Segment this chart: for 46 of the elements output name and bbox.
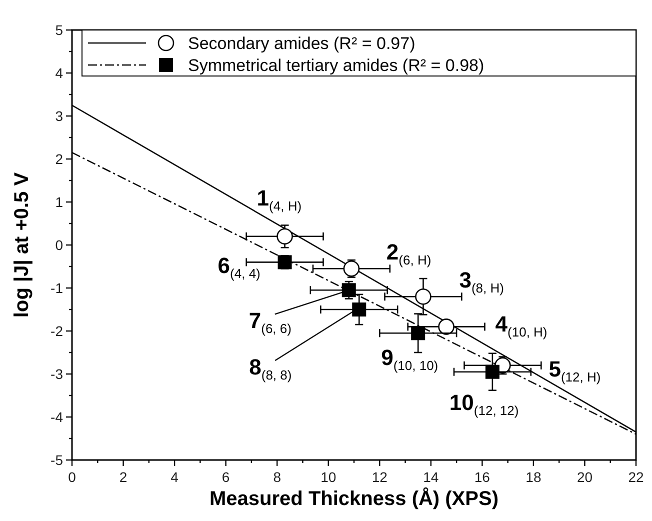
x-tick-label: 12 [372,469,388,485]
x-tick-label: 8 [273,469,282,485]
x-tick-label: 10 [320,469,336,485]
legend-label: Symmetrical tertiary amides (R² = 0.98) [188,56,484,75]
x-tick-label: 4 [170,469,179,485]
x-axis-title: Measured Thickness (Å) (XPS) [210,487,498,510]
point [342,283,356,298]
y-tick-label: 2 [55,151,64,167]
x-tick-label: 22 [628,469,644,485]
y-tick-label: -5 [50,452,64,468]
y-tick-label: -3 [50,366,64,382]
point [485,364,500,379]
annotation: 7$_{(6, 6)}$ [248,308,292,336]
annotation: 9$_{(10, 10)}$ [381,345,438,373]
annotation: 6$_{(4, 4)}$ [218,253,260,281]
annotation: 2$_{(6, H)}$ [386,240,432,268]
y-tick-label: -4 [50,409,64,425]
point [411,326,426,340]
y-tick-label: 5 [55,22,64,38]
point [438,318,454,335]
y-axis-title: log |J| at +0.5 V [11,172,33,318]
annotation: 10$_{(12, 12)}$ [449,390,519,418]
x-tick-label: 0 [68,469,76,485]
annotation: 5$_{(12, H)}$ [548,356,601,384]
x-tick-label: 20 [576,469,593,485]
point [415,288,432,305]
x-tick-label: 14 [423,469,439,485]
point [343,260,360,277]
point [278,255,292,270]
y-tick-label: 0 [55,237,64,253]
annotation: 3$_{(8, H)}$ [459,268,504,296]
x-tick-label: 18 [526,469,542,485]
point [352,302,366,316]
annotation: 8$_{(8, 8)}$ [249,354,292,382]
legend-label: Secondary amides (R² = 0.97) [188,34,416,53]
y-tick-label: -1 [50,280,64,296]
y-tick-label: -2 [50,323,64,339]
y-tick-label: 1 [55,194,64,210]
point [276,228,293,245]
x-tick-label: 2 [119,469,128,485]
annotation: 1$_{(4, H)}$ [256,185,302,213]
annotation: 4$_{(10, H)}$ [495,312,548,340]
y-tick-label: 3 [55,108,64,124]
x-tick-label: 16 [474,469,490,485]
x-tick-label: 6 [222,469,230,485]
y-tick-label: 4 [55,65,64,81]
